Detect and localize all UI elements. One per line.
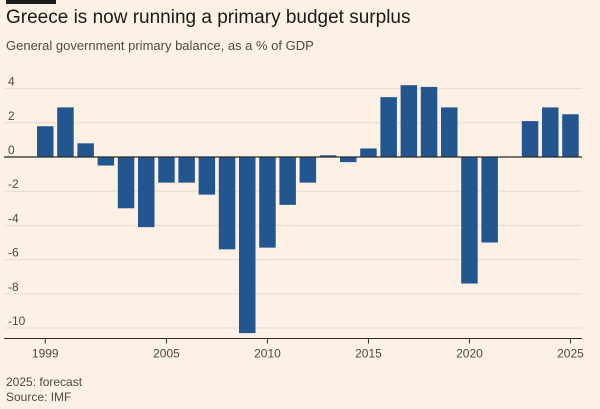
- y-axis-ticks: 4 2 0 -2 -4 -6 -8 -10: [8, 75, 26, 328]
- forecast-note: 2025: forecast: [6, 375, 83, 389]
- y-tick-label: -2: [8, 177, 19, 191]
- bar-2013: [319, 155, 337, 157]
- bar-2023: [521, 121, 539, 157]
- chart-subtitle: General government primary balance, as a…: [6, 38, 314, 53]
- bar-2018: [420, 86, 438, 157]
- bar-2007: [198, 157, 216, 195]
- bar-2001: [77, 143, 94, 157]
- bar-2019: [441, 107, 458, 157]
- bar-2015: [360, 148, 377, 157]
- bar-2020: [461, 157, 478, 284]
- chart-title: Greece is now running a primary budget s…: [6, 7, 411, 28]
- bar-2024: [542, 107, 559, 157]
- bar-2021: [481, 157, 498, 243]
- bar-chart: 4 2 0 -2 -4 -6 -8 -10 1999 2005 2010 2015 2020 2025: [4, 75, 584, 361]
- x-tick-label: 1999: [32, 347, 59, 361]
- bar-2010: [259, 157, 276, 248]
- bar-2000: [57, 107, 74, 157]
- x-tick-label: 2020: [456, 347, 483, 361]
- bar-2004: [138, 157, 155, 228]
- bar-2003: [117, 157, 135, 209]
- y-tick-label: 0: [8, 143, 15, 157]
- bar-2005: [158, 157, 175, 183]
- y-tick-label: -6: [8, 246, 19, 260]
- bar-2012: [299, 157, 317, 183]
- bar-2002: [97, 157, 115, 166]
- bar-1999: [37, 126, 54, 157]
- y-tick-label: -10: [8, 314, 26, 328]
- bar-2011: [279, 157, 296, 205]
- y-tick-label: 2: [8, 109, 15, 123]
- y-tick-label: -8: [8, 280, 19, 294]
- accent-bar: [6, 0, 56, 4]
- x-tick-label: 2010: [254, 347, 281, 361]
- x-tick-label: 2025: [557, 347, 584, 361]
- bar-2025: [562, 114, 579, 157]
- y-tick-label: -4: [8, 211, 19, 225]
- bar-2008: [218, 157, 236, 250]
- x-tick-label: 2015: [355, 347, 382, 361]
- bars: [37, 85, 579, 334]
- source-note: Source: IMF: [6, 390, 72, 404]
- bar-2016: [380, 97, 397, 157]
- y-tick-label: 4: [8, 75, 15, 89]
- x-tick-label: 2005: [153, 347, 180, 361]
- bar-2006: [178, 157, 195, 183]
- bar-2009: [239, 157, 256, 334]
- bar-2014: [340, 157, 357, 163]
- bar-2017: [400, 85, 418, 157]
- x-axis-ticks: 1999 2005 2010 2015 2020 2025: [4, 338, 584, 361]
